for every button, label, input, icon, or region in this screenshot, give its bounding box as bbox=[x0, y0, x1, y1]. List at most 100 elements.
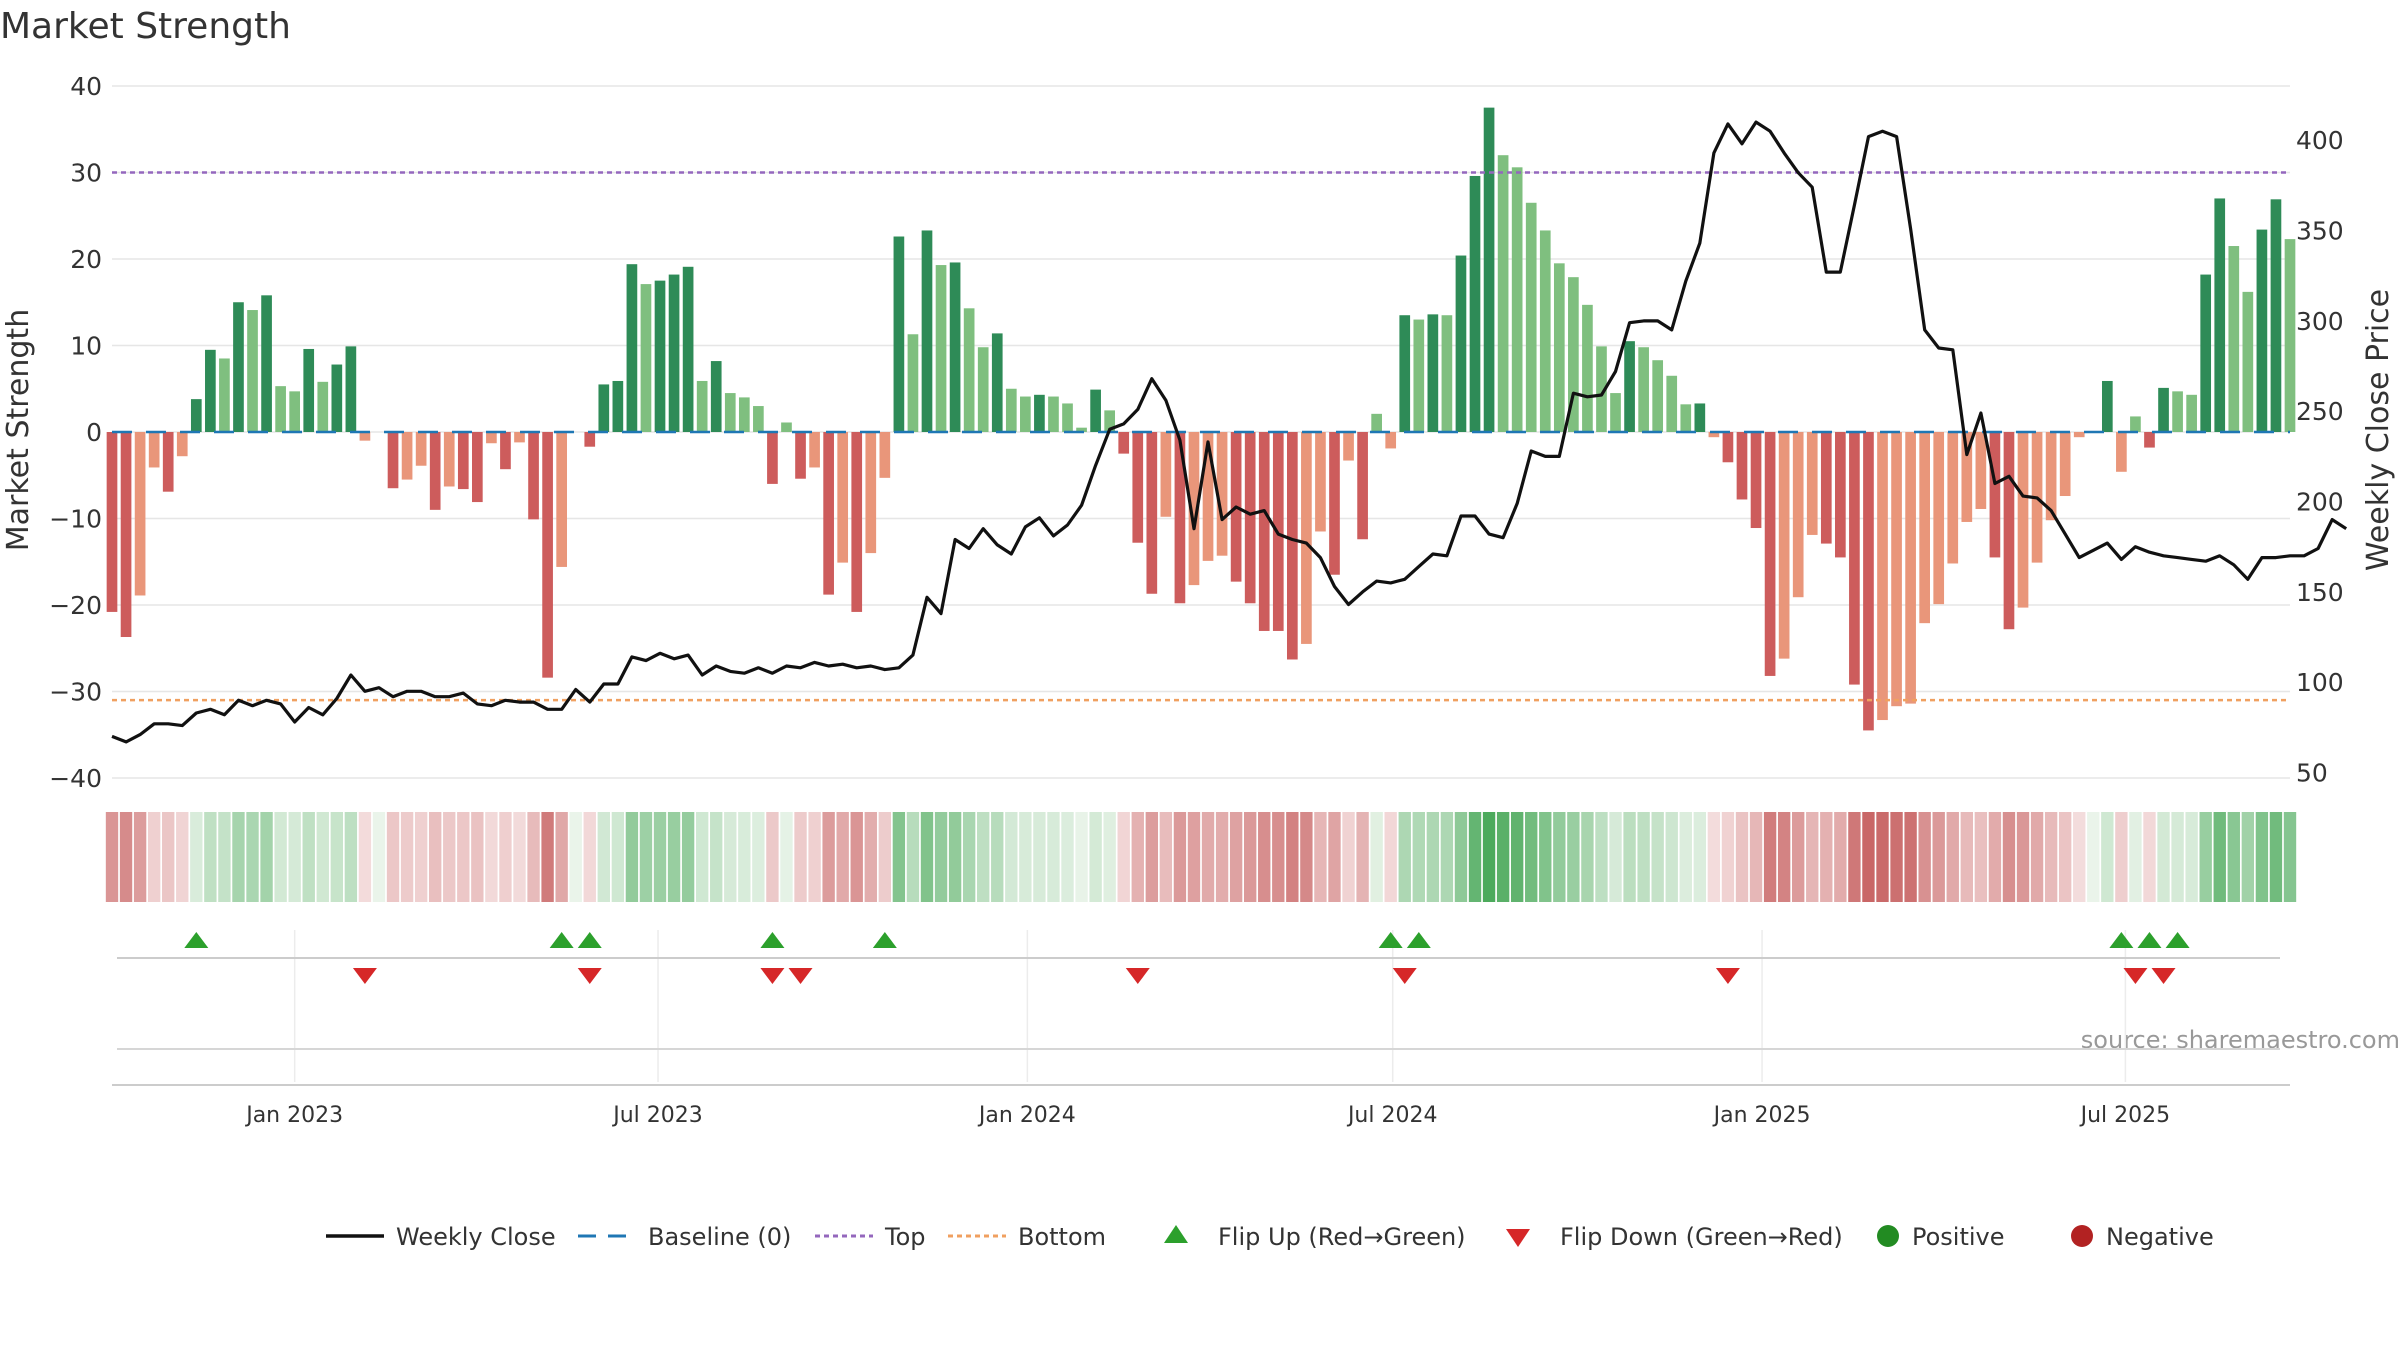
strength-bar bbox=[500, 432, 511, 470]
strength-bar bbox=[1624, 341, 1635, 432]
strength-bar bbox=[1722, 432, 1734, 463]
strength-bar bbox=[823, 432, 834, 595]
strip-cell bbox=[1258, 812, 1271, 902]
strength-bar bbox=[1835, 432, 1846, 558]
strip-cell bbox=[2115, 812, 2128, 902]
strength-bar bbox=[148, 432, 160, 468]
strip-cell bbox=[864, 812, 877, 902]
strip-cell bbox=[2016, 812, 2030, 902]
strength-bar bbox=[1511, 167, 1523, 432]
strength-bar bbox=[738, 397, 750, 432]
strip-cell bbox=[906, 812, 920, 902]
strength-bar bbox=[1090, 389, 1101, 432]
legend-item: Baseline (0) bbox=[578, 1223, 791, 1251]
strength-bar bbox=[1736, 432, 1748, 500]
strip-cell bbox=[695, 812, 709, 902]
strength-bar bbox=[2242, 291, 2254, 432]
strength-bars bbox=[106, 107, 2296, 731]
strength-bar bbox=[1441, 315, 1453, 432]
strip-cell bbox=[1623, 812, 1636, 902]
strip-cell bbox=[2129, 812, 2142, 902]
strip-cell bbox=[2171, 812, 2184, 902]
strength-bar bbox=[401, 432, 413, 480]
left-tick-label: −30 bbox=[49, 678, 102, 707]
strength-bar bbox=[1188, 432, 1200, 586]
strip-cell bbox=[1047, 812, 1060, 902]
strength-bar bbox=[106, 432, 118, 612]
strength-bar bbox=[1371, 413, 1382, 432]
strip-cell bbox=[794, 812, 807, 902]
strip-cell bbox=[2002, 812, 2016, 902]
strength-bar bbox=[219, 358, 230, 432]
strength-bar bbox=[345, 346, 357, 432]
strength-bar bbox=[1694, 403, 1706, 432]
strip-cell bbox=[2241, 812, 2255, 902]
strength-bar bbox=[1849, 432, 1860, 685]
strip-cell bbox=[1300, 812, 1313, 902]
strip-cell bbox=[1384, 812, 1397, 902]
strip-cell bbox=[1862, 812, 1875, 902]
strip-cell bbox=[513, 812, 526, 902]
strength-bar bbox=[767, 432, 778, 484]
strength-bar bbox=[2116, 432, 2127, 472]
strip-cell bbox=[260, 812, 273, 902]
flip-down-marker bbox=[2151, 968, 2176, 984]
legend-item: Positive bbox=[1877, 1223, 2005, 1251]
strip-cell bbox=[1103, 812, 1116, 902]
strength-bar bbox=[1891, 432, 1902, 707]
strength-bar bbox=[1582, 304, 1593, 432]
strip-cell bbox=[527, 812, 540, 902]
strip-cell bbox=[414, 812, 428, 902]
strip-cell bbox=[358, 812, 372, 902]
strength-bar bbox=[2059, 432, 2071, 497]
strip-cell bbox=[204, 812, 217, 902]
x-tick-label: Jan 2025 bbox=[1712, 1103, 1811, 1128]
legend-item: Flip Up (Red→Green) bbox=[1164, 1223, 1466, 1251]
strength-bar bbox=[640, 284, 652, 432]
strength-bar bbox=[893, 236, 905, 432]
strip-cell bbox=[808, 812, 821, 902]
strip-cell bbox=[1370, 812, 1383, 902]
strip-cell bbox=[1609, 812, 1622, 902]
strength-bar bbox=[205, 349, 216, 432]
strength-bar bbox=[2200, 274, 2212, 432]
strip-cell bbox=[2087, 812, 2100, 902]
strip-cell bbox=[1918, 812, 1931, 902]
strip-cell bbox=[822, 812, 835, 902]
strength-bar bbox=[1062, 403, 1073, 432]
flip-up-marker bbox=[1406, 932, 1431, 948]
strength-bar bbox=[1315, 432, 1326, 532]
legend-item: Flip Down (Green→Red) bbox=[1506, 1223, 1843, 1251]
strip-cell bbox=[1679, 812, 1692, 902]
legend-label: Positive bbox=[1912, 1223, 2005, 1251]
right-tick-label: 100 bbox=[2296, 668, 2344, 697]
strength-bar bbox=[359, 432, 371, 441]
strip-cell bbox=[1328, 812, 1341, 902]
legend-circle-swatch bbox=[1877, 1225, 1899, 1247]
strength-bar bbox=[626, 264, 638, 432]
strip-cell bbox=[1229, 812, 1243, 902]
strip-cell bbox=[1173, 812, 1187, 902]
strip-cell bbox=[1834, 812, 1847, 902]
flip-down-marker bbox=[1392, 968, 1417, 984]
strip-cell bbox=[119, 812, 133, 902]
strength-bar bbox=[429, 432, 441, 510]
strip-cell bbox=[1215, 812, 1229, 902]
strip-cell bbox=[316, 812, 329, 902]
strength-bar bbox=[1792, 432, 1804, 598]
strip-cell bbox=[766, 812, 779, 902]
strip-cell bbox=[2157, 812, 2170, 902]
strip-cell bbox=[1117, 812, 1130, 902]
strip-cell bbox=[1440, 812, 1454, 902]
strength-bar bbox=[1005, 388, 1017, 432]
strength-bar bbox=[1652, 360, 1664, 432]
strip-cell bbox=[2213, 812, 2226, 902]
legend-flip-down-swatch bbox=[1506, 1229, 1530, 1247]
legend-flip-up-swatch bbox=[1164, 1225, 1188, 1243]
strength-bar bbox=[837, 432, 849, 563]
strength-bar bbox=[1806, 432, 1818, 535]
flip-down-marker bbox=[2123, 968, 2148, 984]
strip-cell bbox=[1792, 812, 1805, 902]
strength-bar bbox=[1539, 230, 1551, 432]
